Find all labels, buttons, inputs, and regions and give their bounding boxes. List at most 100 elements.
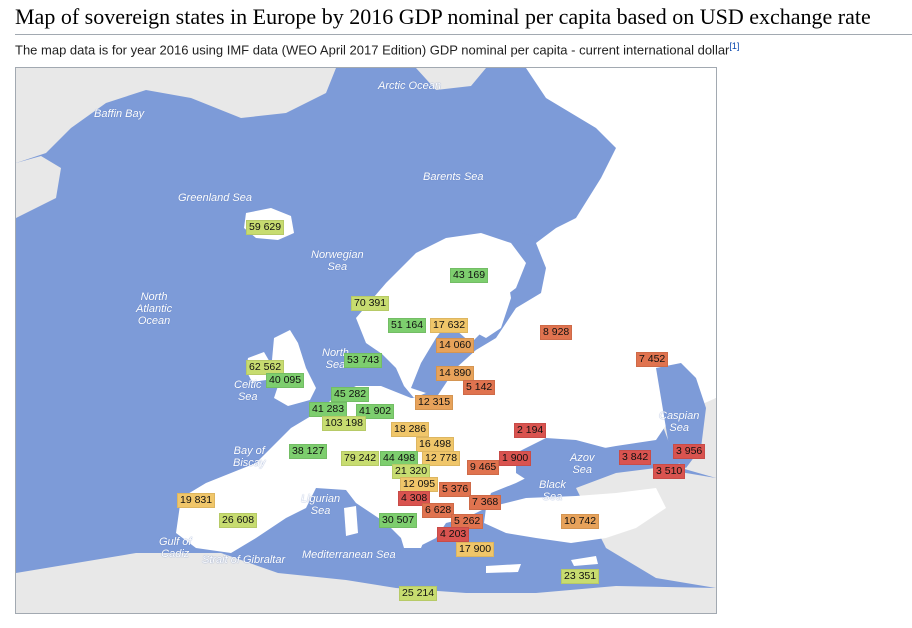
gdp-value: 6 628 [425, 504, 452, 516]
crete-landmass [486, 564, 521, 573]
page-title: Map of sovereign states in Europe by 201… [15, 4, 912, 35]
gdp-value: 103 198 [325, 417, 363, 429]
gdp-label-slovenia: 21 320 [392, 464, 431, 479]
gdp-value: 43 169 [453, 269, 486, 281]
ligurian-sea-label: Ligurian Sea [301, 493, 340, 517]
caspian-sea-text-2: Sea [669, 422, 689, 434]
gdp-label-norway: 70 391 [351, 296, 390, 311]
caspian-sea-label: Caspian Sea [659, 410, 699, 434]
gdp-value: 12 778 [425, 452, 458, 464]
gdp-label-poland: 12 315 [415, 395, 454, 410]
sardinia-landmass [344, 506, 358, 536]
gdp-value: 70 391 [354, 297, 387, 309]
mediterranean-sea-label: Mediterranean Sea [302, 549, 396, 561]
reference-link[interactable]: [1] [729, 41, 740, 51]
gdp-label-spain: 26 608 [219, 513, 258, 528]
gdp-value: 4 308 [401, 492, 428, 504]
north-atlantic-label: North Atlantic Ocean [136, 291, 172, 327]
gdp-label-italy: 30 507 [379, 513, 418, 528]
gdp-label-moldova: 1 900 [499, 451, 532, 466]
gdp-label-lithuania: 14 890 [436, 366, 475, 381]
arctic-islands [416, 68, 581, 96]
gdp-value: 23 351 [564, 570, 597, 582]
map-shapes [16, 68, 716, 613]
black-sea-text-1: Black [539, 479, 566, 491]
norwegian-sea-label: Norwegian Sea [311, 249, 364, 273]
greenland-sea-text: Greenland Sea [178, 192, 252, 204]
gdp-value: 26 608 [222, 514, 255, 526]
gdp-value: 17 900 [459, 543, 492, 555]
caspian-sea-text-1: Caspian [659, 410, 700, 422]
north-sea-label: North Sea [322, 347, 349, 371]
gdp-value: 21 320 [395, 465, 428, 477]
gdp-label-uk: 40 095 [266, 373, 305, 388]
caspian-sea-shape [656, 363, 706, 468]
gulf-of-cadiz-text-2: Cadiz [161, 548, 190, 560]
gdp-value: 16 498 [419, 438, 452, 450]
gdp-label-slovakia: 16 498 [416, 437, 455, 452]
cyprus-landmass [571, 556, 598, 566]
bay-of-biscay-text-1: Bay of [233, 445, 265, 457]
gdp-label-romania: 9 465 [467, 460, 500, 475]
gdp-value: 62 562 [249, 361, 282, 373]
barents-sea-text: Barents Sea [423, 171, 484, 183]
north-africa-landmass [16, 553, 716, 613]
strait-of-gibraltar-label: Strait of Gibraltar [202, 554, 285, 566]
gdp-value: 3 510 [656, 465, 683, 477]
gdp-label-albania: 4 203 [437, 527, 470, 542]
gdp-value: 41 902 [359, 405, 392, 417]
gdp-value: 7 368 [472, 496, 499, 508]
gdp-value: 44 498 [383, 452, 416, 464]
bay-of-biscay-label: Bay of Biscay [233, 445, 265, 469]
gdp-value: 5 142 [466, 381, 493, 393]
gdp-label-greece: 17 900 [456, 542, 495, 557]
gdp-value: 8 928 [543, 326, 570, 338]
gdp-label-netherlands: 45 282 [331, 387, 370, 402]
gdp-value: 18 286 [394, 423, 427, 435]
gdp-value: 53 743 [347, 354, 380, 366]
gdp-label-finland: 43 169 [450, 268, 489, 283]
baffin-bay-label: Baffin Bay [94, 108, 144, 120]
bay-of-biscay-text-2: Biscay [233, 457, 266, 469]
gdp-value: 7 452 [639, 353, 666, 365]
north-atlantic-text-2: Atlantic [136, 303, 173, 315]
norwegian-sea-text-1: Norwegian [311, 249, 364, 261]
gdp-value: 38 127 [292, 445, 325, 457]
gdp-value: 14 060 [439, 339, 472, 351]
greenland-landmass [16, 68, 336, 163]
gdp-label-czechia: 18 286 [391, 422, 430, 437]
gdp-label-georgia: 3 842 [619, 450, 652, 465]
gdp-label-montenegro: 6 628 [422, 503, 455, 518]
gdp-value: 30 507 [382, 514, 415, 526]
gulf-of-cadiz-label: Gulf of Cadiz [159, 536, 191, 560]
gdp-label-belarus: 5 142 [463, 380, 496, 395]
gdp-label-croatia: 12 095 [400, 477, 439, 492]
page-subtitle: The map data is for year 2016 using IMF … [15, 41, 739, 57]
baffin-bay-text: Baffin Bay [94, 108, 145, 120]
azov-sea-text-1: Azov [570, 452, 595, 464]
italy-landmass [351, 460, 436, 530]
gdp-value: 14 890 [439, 367, 472, 379]
subtitle-text: The map data is for year 2016 using IMF … [15, 42, 730, 58]
gdp-label-sweden: 51 164 [388, 318, 427, 333]
gdp-value: 2 194 [517, 424, 544, 436]
arctic-ocean-label: Arctic Ocean [378, 80, 441, 92]
gdp-label-azerbaijan: 3 956 [673, 444, 706, 459]
north-atlantic-text-3: Ocean [137, 315, 171, 327]
gdp-value: 5 376 [442, 483, 469, 495]
arctic-ocean-text: Arctic Ocean [378, 80, 441, 92]
gdp-label-iceland: 59 629 [246, 220, 285, 235]
gdp-value: 4 203 [440, 528, 467, 540]
black-sea-shape [516, 438, 616, 486]
sicily-landmass [401, 536, 426, 548]
gdp-value: 12 095 [403, 478, 436, 490]
barents-sea-label: Barents Sea [423, 171, 484, 183]
black-sea-label: Black Sea [539, 479, 566, 503]
gdp-value: 41 283 [312, 403, 345, 415]
gdp-label-switzerland: 79 242 [341, 451, 380, 466]
celtic-sea-text-1: Celtic [234, 379, 262, 391]
europe-map: Baffin Bay Arctic Ocean Barents Sea Gree… [15, 67, 717, 614]
gdp-value: 1 900 [502, 452, 529, 464]
gulf-of-cadiz-text-1: Gulf of [159, 536, 192, 548]
gdp-value: 17 632 [433, 319, 466, 331]
